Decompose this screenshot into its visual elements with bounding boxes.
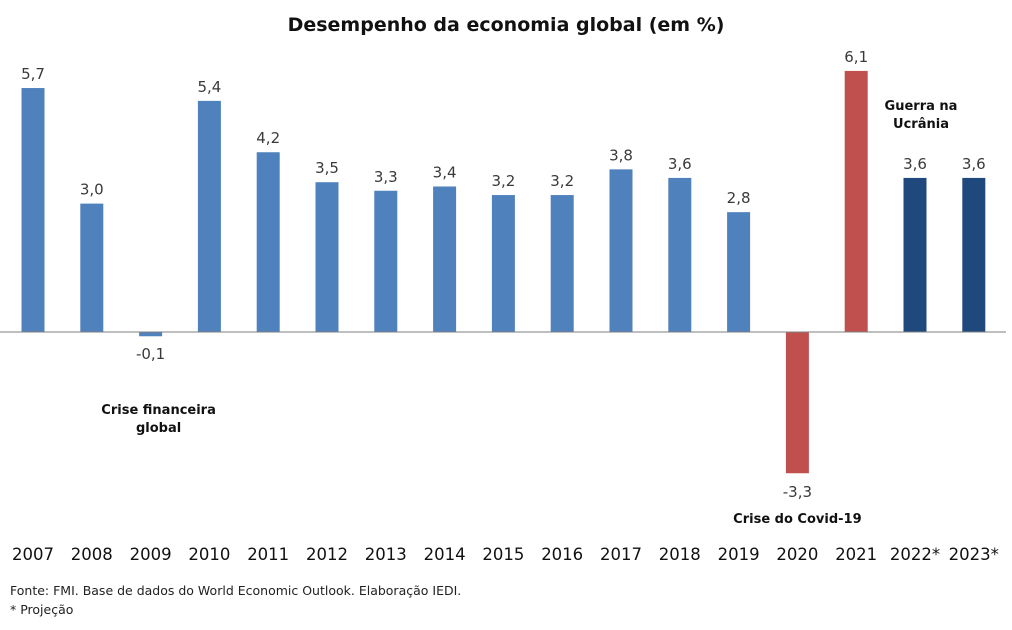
x-tick-label-2011: 2011 [247,545,289,564]
x-tick-label-2007: 2007 [12,545,54,564]
value-label-2021: 6,1 [844,48,868,66]
value-label-2023: 3,6 [962,155,986,173]
x-tick-label-2020: 2020 [776,545,818,564]
value-label-2014: 3,4 [433,163,457,181]
bar-2015 [491,195,515,332]
bar-2007 [21,88,45,332]
bar-2017 [609,169,633,332]
x-tick-label-2010: 2010 [188,545,230,564]
value-label-2009: -0,1 [136,345,165,363]
x-tick-label-2018: 2018 [659,545,701,564]
x-tick-label-2015: 2015 [482,545,524,564]
projection-note: * Projeção [10,602,74,617]
value-label-2018: 3,6 [668,155,692,173]
annotation-2022: Guerra na Ucrânia [885,99,958,132]
value-label-2017: 3,8 [609,146,633,164]
value-label-2008: 3,0 [80,181,104,199]
x-tick-label-2021: 2021 [835,545,877,564]
annotation-2009: Crise financeira global [101,403,216,436]
value-label-2019: 2,8 [727,189,751,207]
bar-2010 [197,100,221,332]
annotation-2020: Crise do Covid-19 [733,512,861,527]
bar-2018 [668,177,692,332]
value-label-2007: 5,7 [21,65,45,83]
bar-2013 [374,190,398,332]
value-label-2011: 4,2 [256,129,280,147]
bar-2011 [256,152,280,332]
value-label-2015: 3,2 [491,172,515,190]
value-label-2012: 3,5 [315,159,339,177]
x-tick-label-2012: 2012 [306,545,348,564]
value-label-2016: 3,2 [550,172,574,190]
value-label-2013: 3,3 [374,168,398,186]
x-tick-label-2009: 2009 [130,545,172,564]
bar-2012 [315,182,339,332]
value-label-2020: -3,3 [783,483,812,501]
bar-2021 [844,70,868,333]
x-tick-label-2016: 2016 [541,545,583,564]
bar-2009 [139,332,163,337]
x-tick-label-2022: 2022* [890,545,940,564]
value-label-2010: 5,4 [197,78,221,96]
x-tick-label-2014: 2014 [424,545,466,564]
chart-title: Desempenho da economia global (em %) [287,14,725,36]
x-tick-label-2019: 2019 [718,545,760,564]
bar-2014 [433,186,457,332]
x-tick-label-2017: 2017 [600,545,642,564]
bar-2008 [80,203,104,332]
value-label-2022: 3,6 [903,155,927,173]
x-tick-label-2013: 2013 [365,545,407,564]
x-tick-label-2008: 2008 [71,545,113,564]
source-note: Fonte: FMI. Base de dados do World Econo… [10,583,462,598]
bar-2016 [550,195,574,332]
bar-chart: 5,7 3,0 -0,1 5,4 4,2 3,5 3,3 3,4 3,2 3,2 3,8 3,6 2,8… [0,48,1006,564]
bar-2023 [962,177,986,332]
bar-2022 [903,177,927,332]
bar-2019 [727,212,751,332]
x-tick-label-2023: 2023* [949,545,999,564]
bar-2020 [785,332,809,474]
